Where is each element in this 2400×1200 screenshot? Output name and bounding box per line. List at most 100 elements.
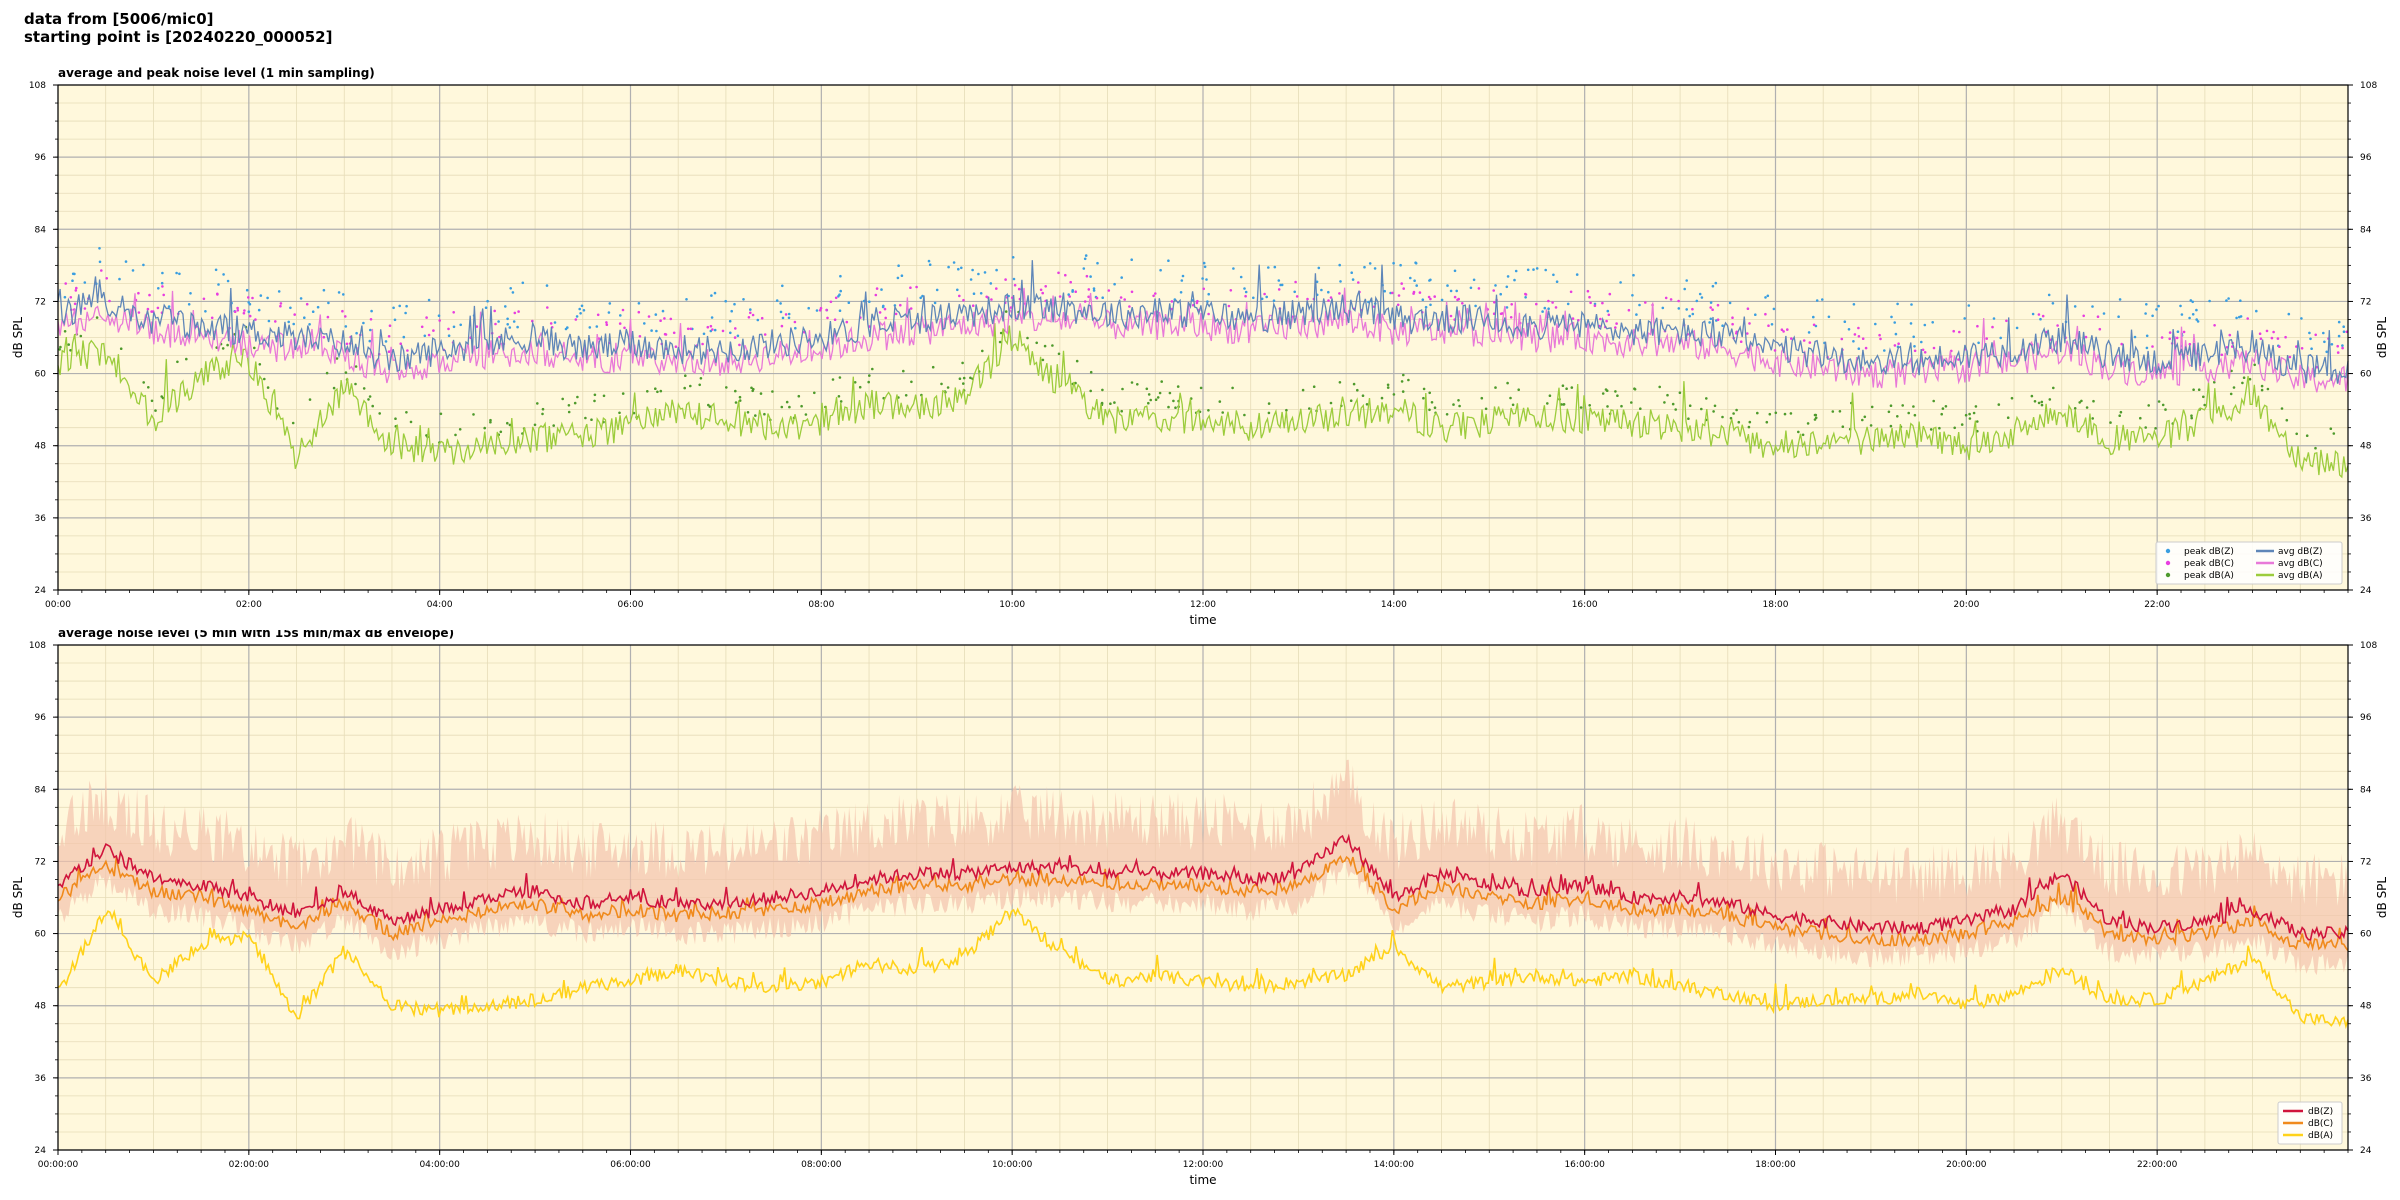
peak-point [2253, 363, 2256, 367]
peak-point [189, 292, 192, 295]
peak-point [647, 315, 651, 318]
peak-point [689, 327, 693, 331]
y-axis-label: dB SPL [11, 877, 25, 919]
peak-point [1205, 278, 1208, 281]
peak-point [713, 291, 717, 295]
peak-point [2260, 384, 2264, 388]
peak-point [1301, 388, 1305, 392]
peak-point [1999, 336, 2002, 340]
peak-point [1772, 307, 1776, 311]
peak-point [1669, 298, 1673, 301]
peak-point [226, 279, 230, 283]
y-tick-label-right: 24 [2360, 1146, 2372, 1156]
x-tick-label: 20:00:00 [1946, 1160, 1987, 1170]
legend-label: avg dB(C) [2278, 559, 2323, 569]
peak-point [771, 390, 774, 393]
peak-point [370, 309, 373, 313]
legend-label: avg dB(Z) [2278, 547, 2323, 557]
peak-point [1380, 396, 1384, 400]
peak-point [1243, 413, 1246, 417]
peak-point [247, 296, 250, 299]
peak-point [1913, 413, 1917, 417]
peak-point [452, 311, 456, 314]
peak-point [1765, 420, 1769, 424]
peak-point [2309, 337, 2312, 341]
peak-point [1327, 299, 1330, 302]
peak-point [2259, 337, 2263, 341]
peak-point [404, 311, 407, 315]
peak-point [354, 365, 358, 368]
peak-point [1514, 269, 1518, 273]
peak-point [1229, 289, 1233, 292]
peak-point [2040, 403, 2044, 407]
peak-point [1963, 317, 1966, 320]
legend-marker [2165, 560, 2171, 566]
peak-point [1239, 275, 1243, 279]
peak-point [1940, 412, 1943, 416]
peak-point [489, 418, 492, 422]
peak-point [952, 261, 956, 264]
peak-point [621, 392, 625, 395]
peak-point [517, 310, 520, 313]
peak-point [957, 267, 960, 271]
peak-point [1130, 290, 1134, 294]
peak-point [1449, 314, 1453, 318]
peak-point [178, 272, 181, 276]
peak-point [1195, 301, 1199, 305]
peak-point [1768, 412, 1772, 416]
peak-point [1524, 296, 1527, 299]
peak-point [1181, 274, 1185, 278]
peak-point [2192, 388, 2195, 392]
peak-point [1265, 295, 1268, 299]
peak-point [2190, 416, 2193, 420]
peak-point [1428, 408, 1431, 412]
peak-point [1505, 306, 1509, 309]
peak-point [1774, 411, 1778, 415]
peak-point [1716, 303, 1720, 307]
peak-point [1857, 335, 1861, 338]
peak-point [1739, 340, 1743, 344]
peak-point [75, 286, 78, 290]
peak-point [995, 268, 998, 272]
peak-point [2015, 326, 2019, 330]
peak-point [1685, 308, 1688, 311]
peak-point [489, 420, 492, 424]
peak-point [763, 333, 767, 336]
peak-point [838, 376, 842, 379]
peak-point [833, 318, 837, 322]
peak-point [2191, 313, 2195, 316]
peak-point [137, 311, 141, 314]
peak-point [279, 302, 283, 305]
peak-point [242, 311, 246, 315]
peak-point [1472, 278, 1476, 282]
peak-point [2322, 331, 2325, 335]
peak-point [819, 306, 823, 310]
peak-point [549, 322, 553, 325]
legend-label: peak dB(Z) [2184, 547, 2234, 557]
peak-point [2175, 336, 2179, 340]
peak-point [2220, 353, 2224, 357]
peak-point [883, 307, 887, 311]
peak-point [1663, 401, 1666, 404]
peak-point [187, 303, 191, 306]
peak-point [730, 309, 733, 313]
peak-point [483, 426, 487, 430]
peak-point [754, 414, 757, 417]
peak-point [2033, 400, 2037, 403]
peak-point [1087, 288, 1091, 291]
peak-point [399, 342, 403, 346]
peak-point [1711, 308, 1714, 311]
peak-point [259, 294, 263, 297]
peak-point [1944, 405, 1948, 408]
peak-point [894, 312, 898, 316]
x-tick-label: 16:00 [1572, 600, 1598, 610]
peak-point [2265, 329, 2269, 333]
peak-point [946, 386, 950, 389]
peak-point [2325, 350, 2328, 354]
peak-point [147, 386, 150, 389]
peak-point [142, 263, 145, 267]
peak-point [119, 347, 123, 351]
peak-point [756, 318, 760, 322]
peak-point [322, 288, 326, 292]
peak-point [161, 285, 164, 288]
